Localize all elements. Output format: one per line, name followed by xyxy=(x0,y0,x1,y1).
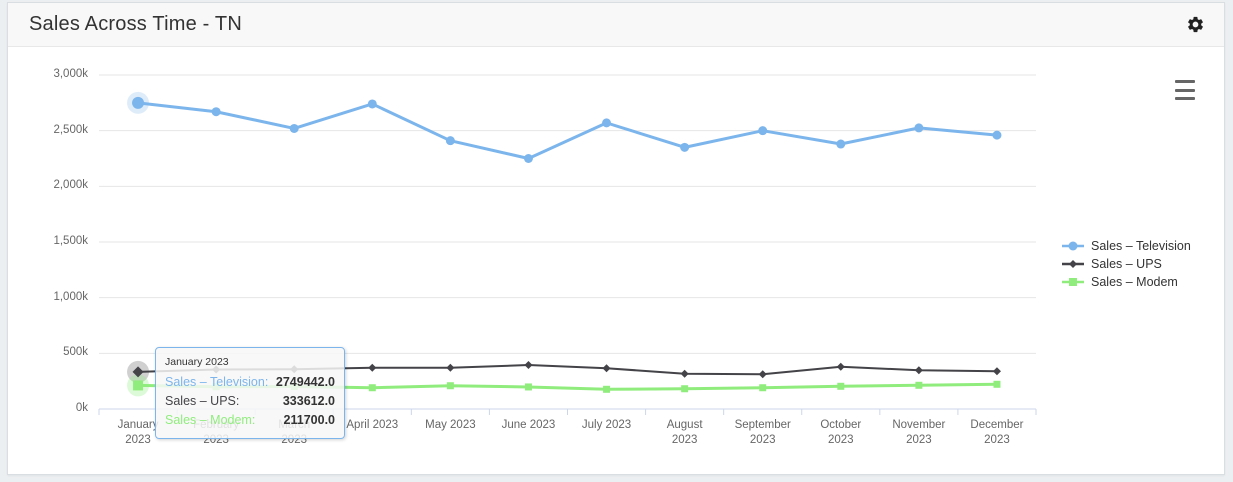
x-axis-tick-label: April 2023 xyxy=(346,419,399,431)
data-point-series3-2[interactable] xyxy=(212,383,220,391)
x-axis-tick-label: August 2023 xyxy=(666,419,703,446)
data-point-series3-12[interactable] xyxy=(993,380,1001,388)
legend-label: Sales – Modem xyxy=(1091,275,1178,289)
data-point-series3-7[interactable] xyxy=(603,385,611,393)
data-point-series2-4[interactable] xyxy=(368,363,377,372)
settings-button[interactable] xyxy=(1182,12,1208,38)
data-point-series2-1[interactable] xyxy=(132,366,144,378)
legend-label: Sales – UPS xyxy=(1091,257,1162,271)
data-point-series3-10[interactable] xyxy=(837,382,845,390)
data-point-series1-3[interactable] xyxy=(289,123,299,133)
card-header: Sales Across Time - TN xyxy=(8,3,1224,47)
data-point-series2-12[interactable] xyxy=(992,367,1001,376)
y-axis-tick-label: 3,000k xyxy=(53,68,88,80)
data-point-series1-5[interactable] xyxy=(445,136,455,146)
data-point-series2-3[interactable] xyxy=(290,365,299,374)
data-point-series2-6[interactable] xyxy=(524,361,533,370)
data-point-series3-3[interactable] xyxy=(290,383,298,391)
x-axis-tick-label: October 2023 xyxy=(820,419,862,446)
series-line-3 xyxy=(136,382,999,391)
y-axis-tick-label: 2,500k xyxy=(53,123,88,136)
data-point-series1-9[interactable] xyxy=(758,126,768,136)
legend-item-3[interactable]: Sales – Modem xyxy=(1062,275,1191,289)
data-point-series1-10[interactable] xyxy=(836,139,846,149)
x-axis-tick-label: January 2023 xyxy=(117,419,159,446)
data-point-series1-8[interactable] xyxy=(680,142,690,152)
x-axis-tick-label: July 2023 xyxy=(581,419,632,431)
diamond-marker-icon xyxy=(1062,260,1084,268)
y-axis-tick-label: 2,000k xyxy=(53,179,88,192)
data-point-series1-7[interactable] xyxy=(602,118,612,128)
data-point-series2-10[interactable] xyxy=(836,362,845,371)
square-marker-icon xyxy=(1062,278,1084,286)
y-axis-tick-label: 500k xyxy=(63,346,88,359)
data-point-series3-4[interactable] xyxy=(368,384,376,392)
series-line-2 xyxy=(137,364,998,376)
data-point-series1-12[interactable] xyxy=(992,130,1002,140)
x-axis-tick-label: May 2023 xyxy=(425,419,476,431)
data-point-series2-5[interactable] xyxy=(446,363,455,372)
x-axis-tick-label: March 2023 xyxy=(278,419,311,446)
y-axis-tick-label: 1,500k xyxy=(53,235,88,247)
hamburger-menu-icon xyxy=(1175,80,1195,83)
data-point-series3-9[interactable] xyxy=(759,384,767,392)
series-line-1 xyxy=(136,101,999,160)
y-axis-tick-label: 0k xyxy=(75,402,88,414)
data-point-series3-6[interactable] xyxy=(524,383,532,391)
data-point-series2-2[interactable] xyxy=(212,365,221,374)
data-point-series3-8[interactable] xyxy=(681,385,689,393)
data-point-series2-11[interactable] xyxy=(914,366,923,375)
data-point-series1-4[interactable] xyxy=(367,99,377,109)
chart-context-menu-button[interactable] xyxy=(1175,80,1197,100)
data-point-series2-9[interactable] xyxy=(758,370,767,379)
circle-marker-icon xyxy=(1062,241,1084,251)
data-point-series1-6[interactable] xyxy=(523,154,533,163)
chart-title: Sales Across Time - TN xyxy=(29,13,242,35)
legend-item-2[interactable]: Sales – UPS xyxy=(1062,257,1191,271)
data-point-series1-11[interactable] xyxy=(914,123,924,133)
x-axis-tick-label: February 2023 xyxy=(193,419,240,446)
data-point-series3-11[interactable] xyxy=(915,381,923,389)
x-axis-tick-label: December 2023 xyxy=(970,419,1024,446)
data-point-series1-2[interactable] xyxy=(211,107,221,117)
gear-icon xyxy=(1187,16,1203,33)
data-point-series3-1[interactable] xyxy=(133,380,144,391)
data-point-series2-8[interactable] xyxy=(680,369,689,378)
y-axis-tick-label: 1,000k xyxy=(53,290,88,303)
chart-legend: Sales – Television Sales – UPS Sales – Mod… xyxy=(1062,239,1191,293)
data-point-series2-7[interactable] xyxy=(602,364,611,373)
data-point-series1-1[interactable] xyxy=(132,96,145,109)
x-axis-tick-label: November 2023 xyxy=(892,419,946,446)
legend-item-1[interactable]: Sales – Television xyxy=(1062,239,1191,253)
data-point-series3-5[interactable] xyxy=(446,382,454,390)
legend-label: Sales – Television xyxy=(1091,239,1191,253)
x-axis-tick-label: September 2023 xyxy=(734,419,791,446)
x-axis-tick-label: June 2023 xyxy=(501,419,556,431)
